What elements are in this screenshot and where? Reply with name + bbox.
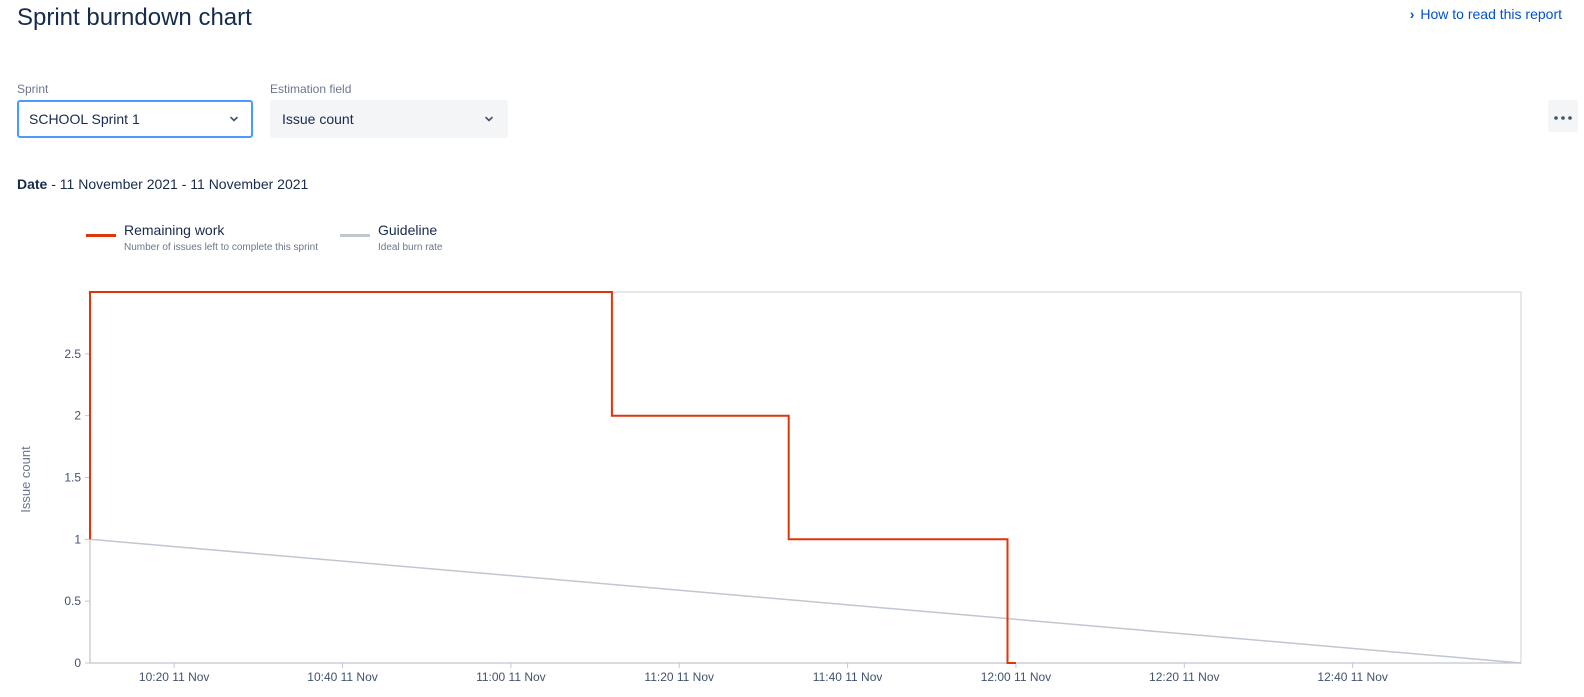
y-tick-label: 1.5 <box>64 471 81 485</box>
y-tick-label: 2.5 <box>64 347 81 361</box>
page-title: Sprint burndown chart <box>17 4 252 31</box>
date-label: Date <box>17 176 48 192</box>
legend-guideline-swatch <box>340 234 370 237</box>
x-tick-label: 10:40 11 Nov <box>307 670 378 684</box>
x-tick-label: 11:20 11 Nov <box>644 670 714 684</box>
series-line-remaining-work <box>89 291 1016 664</box>
estimation-field-label: Estimation field <box>270 82 352 96</box>
x-tick-label: 10:20 11 Nov <box>139 670 210 684</box>
chevron-down-icon <box>484 114 494 124</box>
legend-remaining-subtitle: Number of issues left to complete this s… <box>124 242 318 253</box>
legend-guideline-subtitle: Ideal burn rate <box>378 242 443 253</box>
series-line-guideline <box>89 538 1522 664</box>
chevron-down-icon <box>229 114 239 124</box>
y-tick-label: 2 <box>74 409 81 423</box>
how-to-read-link[interactable]: › How to read this report <box>1410 6 1562 22</box>
x-tick-label: 12:40 11 Nov <box>1317 670 1388 684</box>
plot-area-frame <box>89 291 1522 664</box>
x-tick-label: 11:00 11 Nov <box>476 670 546 684</box>
date-range-value: - 11 November 2021 - 11 November 2021 <box>47 176 309 192</box>
x-tick-label: 12:20 11 Nov <box>1149 670 1220 684</box>
sprint-label: Sprint <box>17 82 49 96</box>
more-actions-button[interactable] <box>1548 100 1578 132</box>
legend-guideline-title: Guideline <box>378 222 438 238</box>
sprint-select-value: SCHOOL Sprint 1 <box>29 111 140 127</box>
x-tick-label: 12:00 11 Nov <box>981 670 1052 684</box>
legend-remaining-swatch <box>86 234 116 237</box>
estimation-field-value: Issue count <box>282 111 354 127</box>
x-tick-label: 11:40 11 Nov <box>813 670 883 684</box>
chevron-right-icon: › <box>1409 6 1415 22</box>
y-tick-label: 0 <box>74 656 81 670</box>
estimation-field-select[interactable]: Issue count <box>270 100 508 138</box>
y-tick-label: 1 <box>74 532 81 546</box>
how-to-read-link-label: How to read this report <box>1420 6 1562 22</box>
sprint-select[interactable]: SCHOOL Sprint 1 <box>17 100 253 138</box>
more-icon <box>1554 107 1572 125</box>
date-range: Date - 11 November 2021 - 11 November 20… <box>17 176 308 192</box>
y-tick-label: 0.5 <box>64 594 81 608</box>
legend-remaining-title: Remaining work <box>124 222 225 238</box>
y-axis-label: Issue count <box>18 446 33 513</box>
